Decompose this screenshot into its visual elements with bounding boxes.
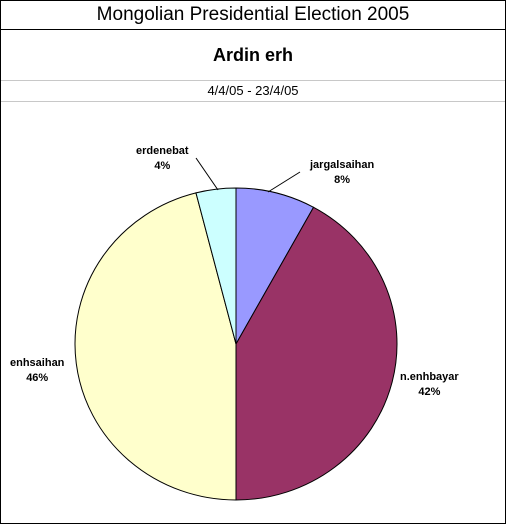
- leader-line: [195, 157, 219, 191]
- pie-slice-enhsaihan: [74, 192, 237, 501]
- slice-label: jargalsaihan: [309, 159, 374, 171]
- leader-line: [267, 171, 301, 193]
- slice-percent-label: 8%: [334, 174, 350, 186]
- pie-slice-n-enhbayar: [235, 206, 398, 501]
- slice-percent-label: 4%: [154, 160, 170, 172]
- slice-percent-label: 42%: [418, 386, 440, 398]
- date-range: 4/4/05 - 23/4/05: [1, 81, 505, 102]
- slice-label: erdenebat: [136, 145, 189, 157]
- chart-title: Ardin erh: [1, 30, 505, 81]
- slice-percent-label: 46%: [26, 372, 48, 384]
- page-title: Mongolian Presidential Election 2005: [1, 1, 505, 30]
- pie-slice-erdenebat: [195, 187, 237, 345]
- slice-label: enhsaihan: [10, 357, 65, 369]
- slice-label: n.enhbayar: [400, 371, 459, 383]
